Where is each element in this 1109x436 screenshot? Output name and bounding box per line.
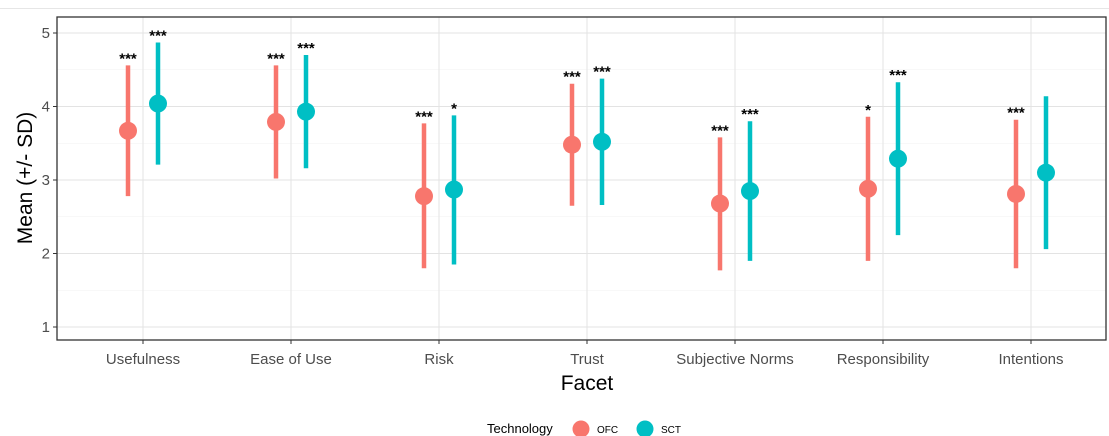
y-tick-label: 3 bbox=[42, 172, 50, 189]
x-tick-label: Subjective Norms bbox=[676, 351, 794, 368]
significance-sct: *** bbox=[149, 28, 167, 45]
point-ofc bbox=[119, 121, 137, 140]
y-tick-label: 1 bbox=[42, 319, 50, 336]
significance-sct: *** bbox=[741, 106, 759, 123]
points bbox=[119, 94, 1055, 213]
x-tick-label: Intentions bbox=[998, 351, 1063, 368]
y-axis-title: Mean (+/- SD) bbox=[14, 112, 37, 244]
y-tick-label: 4 bbox=[42, 99, 50, 116]
legend-title: Technology bbox=[487, 421, 553, 436]
y-tick-label: 2 bbox=[42, 246, 50, 263]
point-ofc bbox=[711, 194, 729, 213]
top-rule bbox=[0, 8, 1109, 9]
point-sct bbox=[889, 149, 907, 168]
legend-marker-sct bbox=[636, 420, 654, 436]
y-axis: 1 2 3 4 5 bbox=[42, 25, 57, 336]
significance-ofc: *** bbox=[119, 50, 137, 67]
point-sct bbox=[445, 180, 463, 199]
point-sct bbox=[149, 94, 167, 113]
plot-panel bbox=[57, 17, 1106, 340]
x-axis-title: Facet bbox=[561, 372, 614, 395]
significance-sct: *** bbox=[889, 67, 907, 84]
y-tick-label: 5 bbox=[42, 25, 50, 42]
significance-labels: *** ************* ******************* bbox=[119, 28, 1025, 140]
legend-label-sct: SCT bbox=[661, 425, 681, 436]
point-sct bbox=[297, 102, 315, 121]
x-axis: Usefulness Ease of Use Risk Trust Subjective… bbox=[106, 340, 1064, 368]
point-sct bbox=[741, 182, 759, 201]
significance-ofc: *** bbox=[1007, 105, 1025, 122]
significance-ofc: *** bbox=[415, 108, 433, 125]
legend-label-ofc: OFC bbox=[597, 425, 618, 436]
significance-ofc: * bbox=[865, 102, 871, 119]
x-tick-label: Usefulness bbox=[106, 351, 180, 368]
significance-ofc: *** bbox=[711, 122, 729, 139]
x-tick-label: Trust bbox=[570, 351, 604, 368]
point-sct bbox=[1037, 163, 1055, 182]
point-ofc bbox=[1007, 184, 1025, 203]
x-tick-label: Risk bbox=[424, 351, 454, 368]
significance-sct: * bbox=[451, 100, 457, 117]
legend-marker-ofc bbox=[572, 420, 590, 436]
significance-ofc: *** bbox=[563, 69, 581, 86]
point-ofc bbox=[267, 112, 285, 131]
grid bbox=[57, 17, 1106, 340]
point-ofc bbox=[859, 179, 877, 198]
point-ofc bbox=[563, 135, 581, 154]
point-ofc bbox=[415, 187, 433, 206]
significance-sct: *** bbox=[297, 40, 315, 57]
significance-ofc: *** bbox=[267, 50, 285, 67]
plot-border bbox=[56, 16, 1107, 341]
x-tick-label: Ease of Use bbox=[250, 351, 332, 368]
significance-sct: *** bbox=[593, 64, 611, 81]
point-sct bbox=[593, 132, 611, 151]
x-tick-label: Responsibility bbox=[837, 351, 930, 368]
legend: Technology OFC SCT bbox=[487, 420, 681, 436]
